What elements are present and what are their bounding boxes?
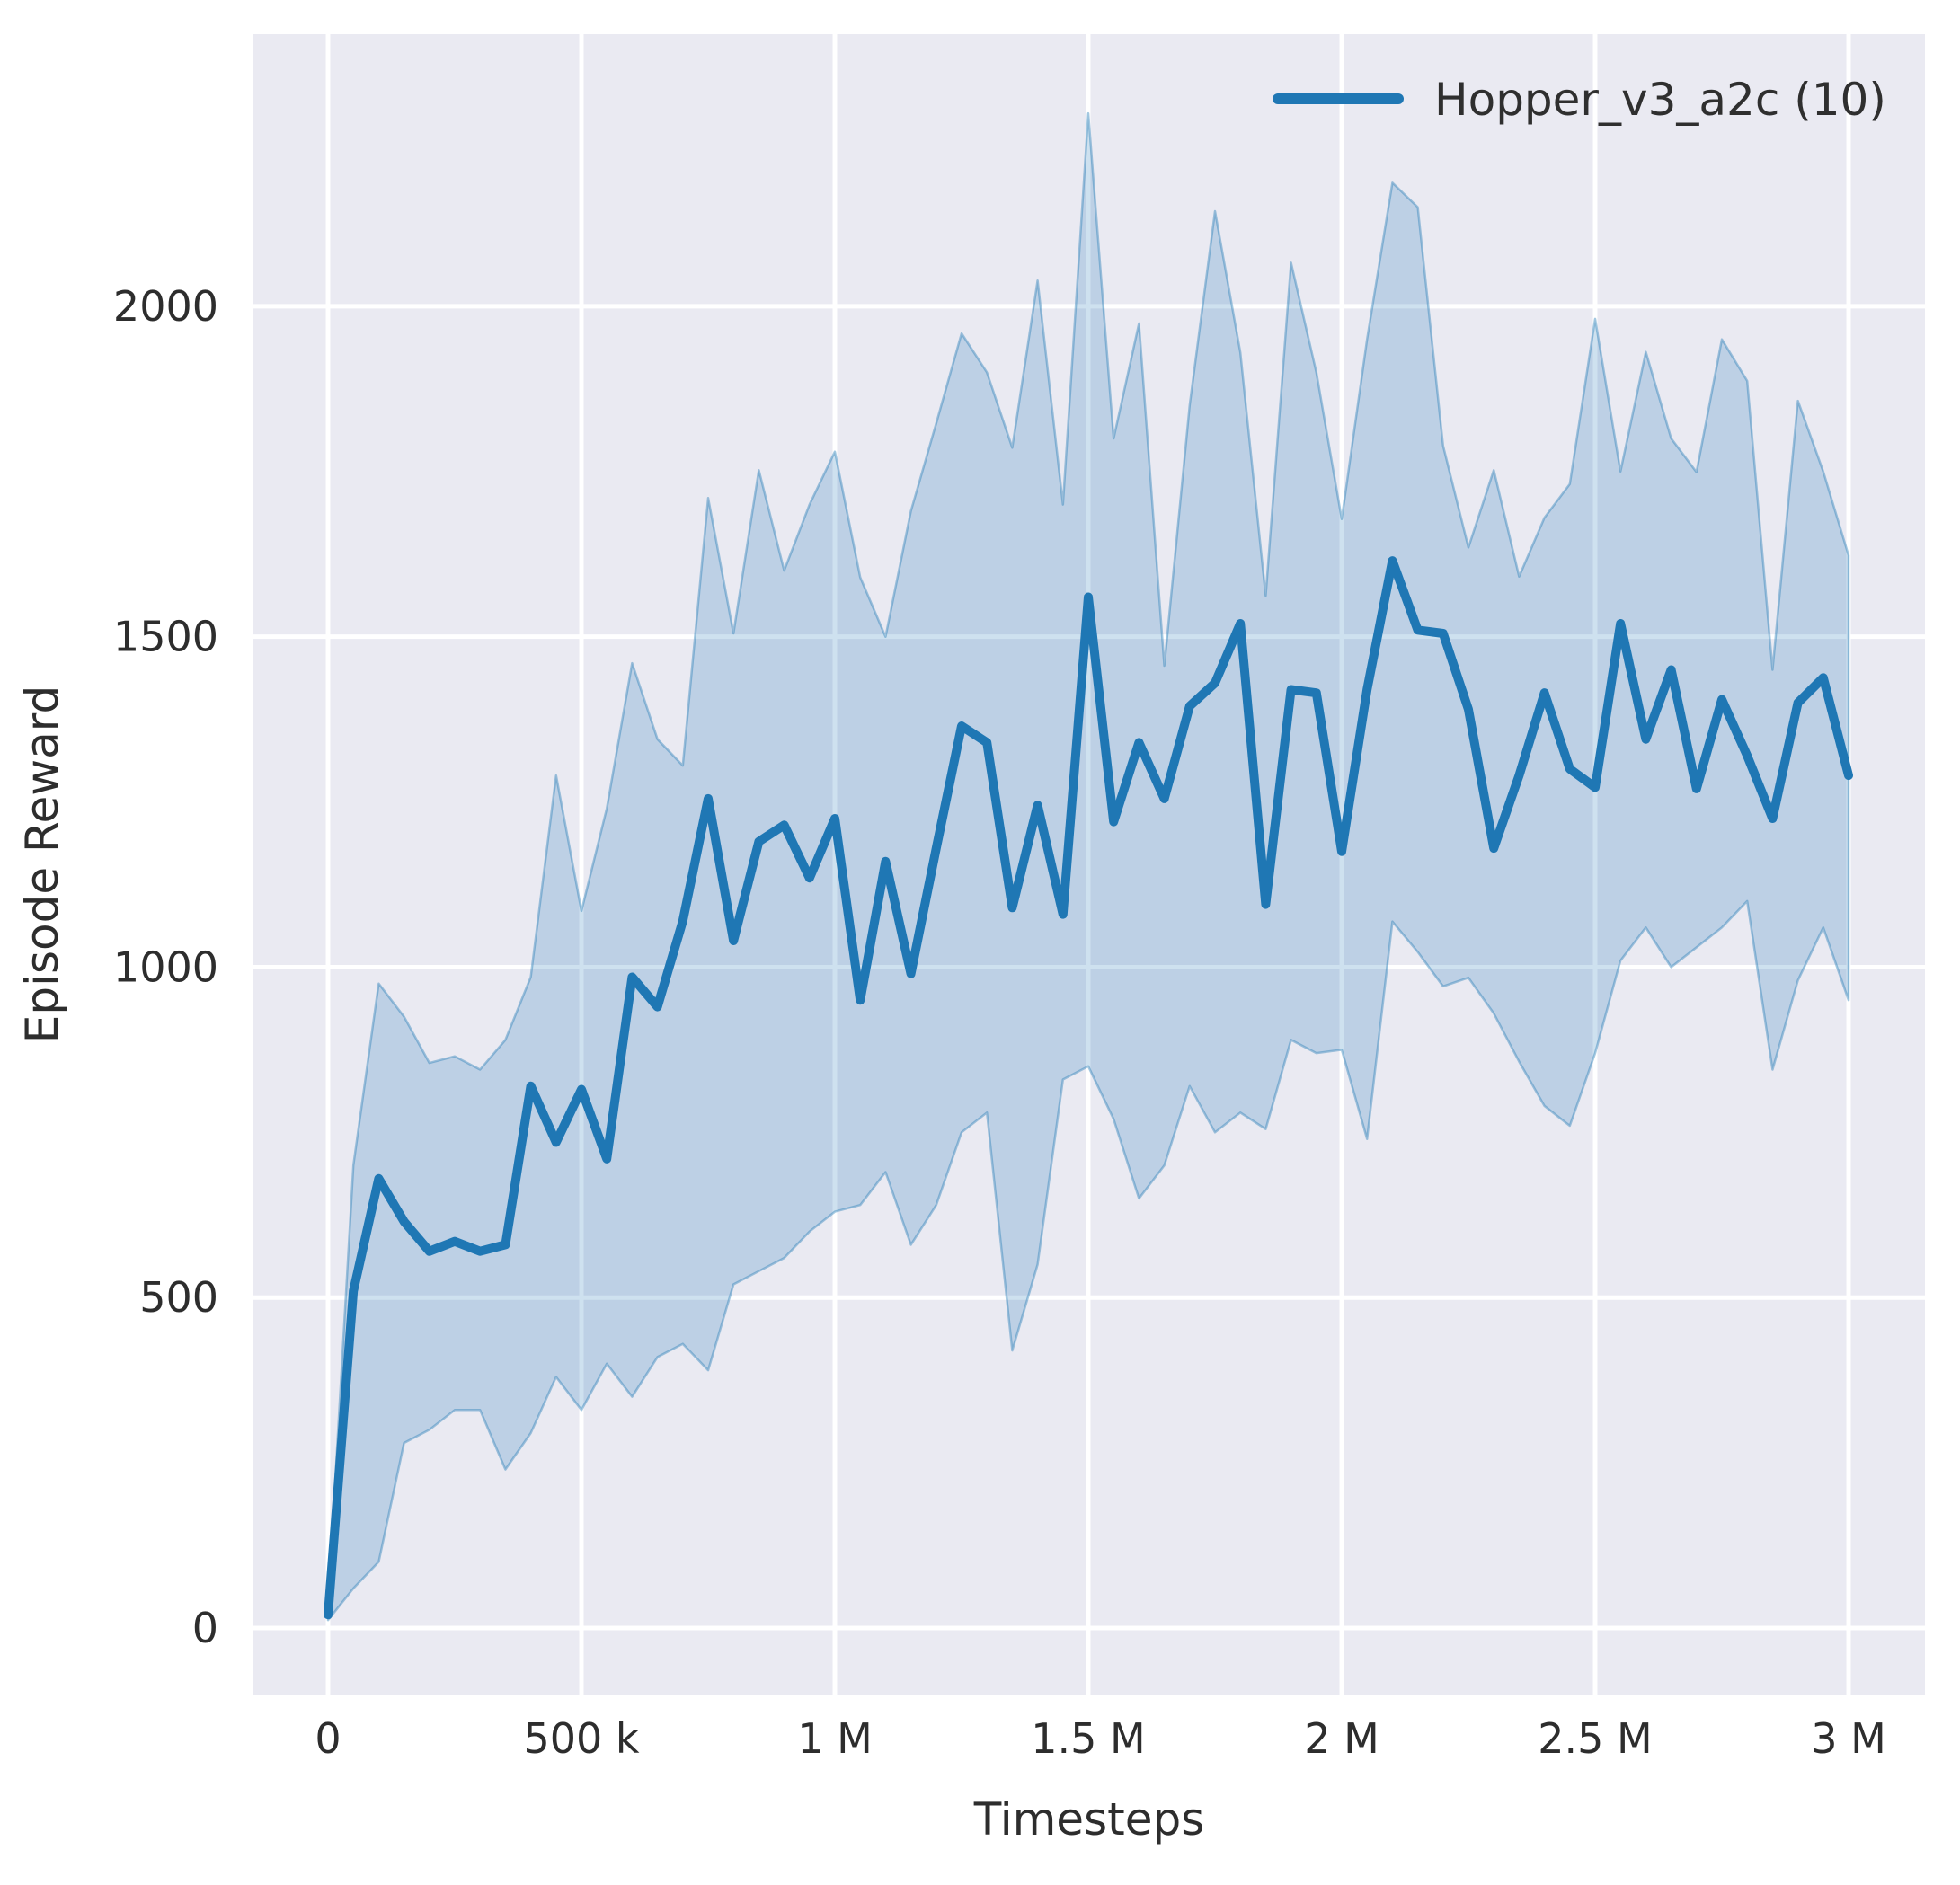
x-tick-label: 1 M [797,1714,873,1763]
y-tick-label: 1500 [113,613,218,661]
x-tick-label: 500 k [523,1714,639,1763]
legend-label: Hopper_v3_a2c (10) [1434,74,1886,126]
y-tick-label: 1000 [113,942,218,991]
x-tick-labels: 0 500 k 1 M 1.5 M 2 M 2.5 M 3 M [315,1714,1885,1763]
x-tick-label: 1.5 M [1031,1714,1145,1763]
x-tick-label: 0 [315,1714,341,1763]
y-tick-labels: 0 500 1000 1500 2000 [113,282,218,1652]
x-tick-label: 2 M [1304,1714,1379,1763]
x-tick-label: 2.5 M [1538,1714,1652,1763]
y-tick-label: 500 [139,1273,218,1322]
x-tick-label: 3 M [1811,1714,1886,1763]
x-axis-label: Timesteps [973,1793,1205,1845]
confidence-band [326,111,1850,1622]
y-tick-label: 2000 [113,282,218,331]
y-axis-label: Episode Reward [16,686,68,1043]
y-tick-label: 0 [192,1604,218,1652]
series-group [324,111,1853,1622]
mean-line [324,556,1853,1620]
legend: Hopper_v3_a2c (10) [1273,74,1886,126]
